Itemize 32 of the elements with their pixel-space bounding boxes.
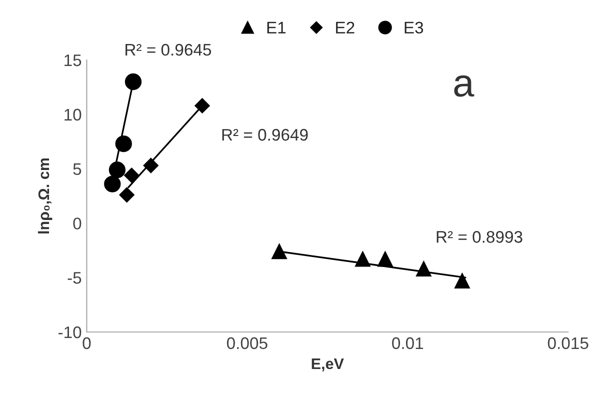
point <box>104 176 121 192</box>
point <box>124 168 140 183</box>
point <box>378 251 393 267</box>
y-tick-label: 15 <box>64 54 82 66</box>
point <box>115 135 132 152</box>
x-tick-label: 0.015 <box>548 337 588 350</box>
annotation: R² = 0.9645 <box>126 44 212 56</box>
point <box>272 244 287 260</box>
y-tick-label: 0 <box>73 218 82 230</box>
point <box>355 251 370 267</box>
point <box>454 273 470 289</box>
point <box>143 158 158 174</box>
point <box>108 162 126 178</box>
y-axis-title: lnρ₀,Ω. cm <box>38 158 52 234</box>
point <box>119 187 134 202</box>
y-tick-label: 10 <box>64 108 82 121</box>
legend-label: E3 <box>404 22 424 34</box>
annotation: a <box>454 75 474 97</box>
y-tick-label: -10 <box>58 326 82 338</box>
y-tick-label: -5 <box>68 272 82 284</box>
point <box>416 261 432 277</box>
annotation: R² = 0.9649 <box>222 128 308 141</box>
legend-label: E2 <box>336 22 354 34</box>
x-axis-title: E,eV <box>312 358 344 372</box>
x-tick-label: 0 <box>82 337 91 350</box>
annotation: R² = 0.8993 <box>436 231 522 243</box>
point <box>124 73 142 90</box>
y-tick-label: 5 <box>73 163 82 176</box>
point <box>194 98 210 114</box>
legend-label: E1 <box>267 22 286 34</box>
x-tick-label: 0.005 <box>226 337 268 350</box>
x-tick-label: 0.01 <box>392 337 424 350</box>
